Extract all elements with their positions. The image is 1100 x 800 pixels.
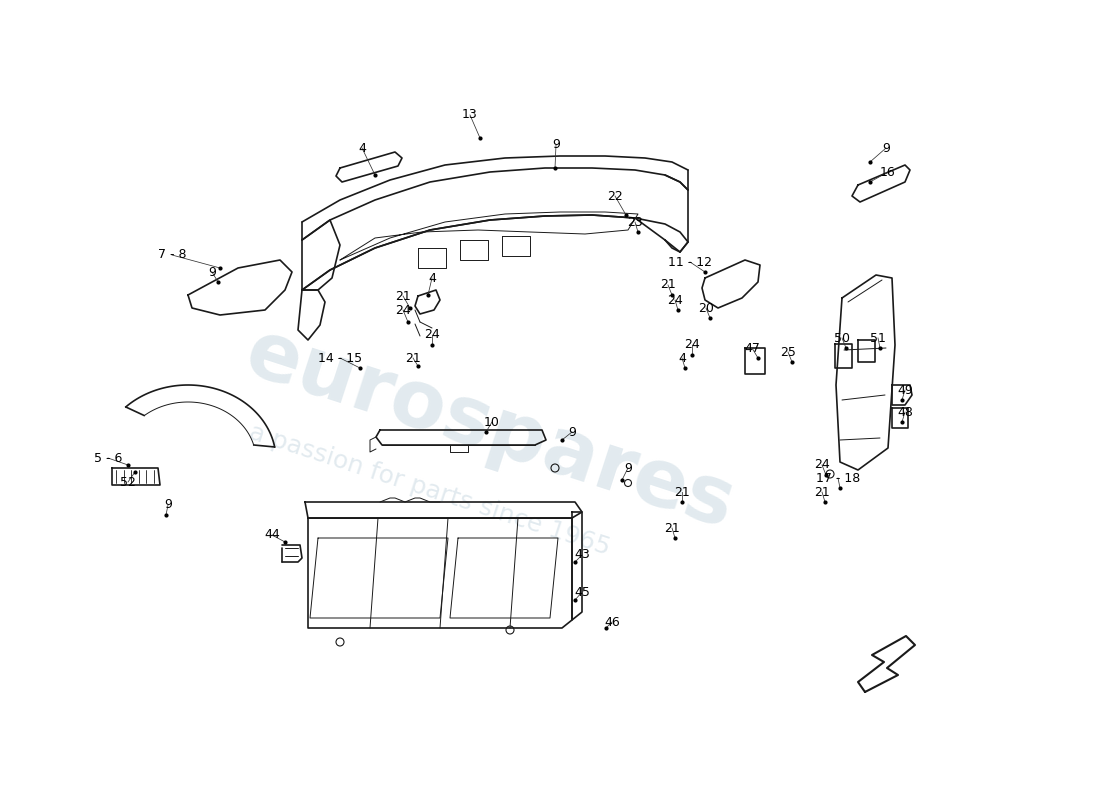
Text: 23: 23 bbox=[627, 215, 642, 229]
Text: 7 - 8: 7 - 8 bbox=[157, 249, 186, 262]
Text: 21: 21 bbox=[660, 278, 675, 291]
Text: 21: 21 bbox=[674, 486, 690, 498]
Text: 14 - 15: 14 - 15 bbox=[318, 351, 362, 365]
Text: 9: 9 bbox=[552, 138, 560, 151]
Text: 9: 9 bbox=[882, 142, 890, 154]
Text: 52: 52 bbox=[120, 475, 136, 489]
Text: 9: 9 bbox=[164, 498, 172, 511]
Text: 46: 46 bbox=[604, 615, 620, 629]
Text: 17 - 18: 17 - 18 bbox=[816, 471, 860, 485]
Text: 24: 24 bbox=[395, 303, 411, 317]
Text: eurospares: eurospares bbox=[235, 314, 745, 546]
Text: 21: 21 bbox=[405, 351, 421, 365]
Text: 24: 24 bbox=[684, 338, 700, 351]
Text: 21: 21 bbox=[664, 522, 680, 534]
Text: 50: 50 bbox=[834, 331, 850, 345]
Text: 49: 49 bbox=[898, 383, 913, 397]
Text: 9: 9 bbox=[624, 462, 631, 474]
Text: 4: 4 bbox=[678, 351, 686, 365]
Text: 11 - 12: 11 - 12 bbox=[668, 255, 712, 269]
Text: 20: 20 bbox=[698, 302, 714, 314]
Text: 10: 10 bbox=[484, 415, 499, 429]
Text: 25: 25 bbox=[780, 346, 796, 358]
Text: 21: 21 bbox=[395, 290, 411, 302]
Text: 44: 44 bbox=[264, 529, 279, 542]
Text: 47: 47 bbox=[744, 342, 760, 354]
Text: 21: 21 bbox=[814, 486, 829, 498]
Text: 48: 48 bbox=[898, 406, 913, 418]
Text: 51: 51 bbox=[870, 331, 886, 345]
Text: 4: 4 bbox=[428, 271, 436, 285]
Text: 22: 22 bbox=[607, 190, 623, 202]
Text: 24: 24 bbox=[667, 294, 683, 306]
Text: 43: 43 bbox=[574, 549, 590, 562]
Text: 9: 9 bbox=[568, 426, 576, 438]
Text: a passion for parts since 1965: a passion for parts since 1965 bbox=[246, 420, 614, 560]
Text: 4: 4 bbox=[359, 142, 366, 154]
Text: 5 - 6: 5 - 6 bbox=[94, 451, 122, 465]
Text: 9: 9 bbox=[208, 266, 216, 278]
Text: 24: 24 bbox=[814, 458, 829, 471]
Text: 13: 13 bbox=[462, 109, 477, 122]
Text: 45: 45 bbox=[574, 586, 590, 598]
Text: 24: 24 bbox=[425, 329, 440, 342]
Text: 16: 16 bbox=[880, 166, 895, 178]
